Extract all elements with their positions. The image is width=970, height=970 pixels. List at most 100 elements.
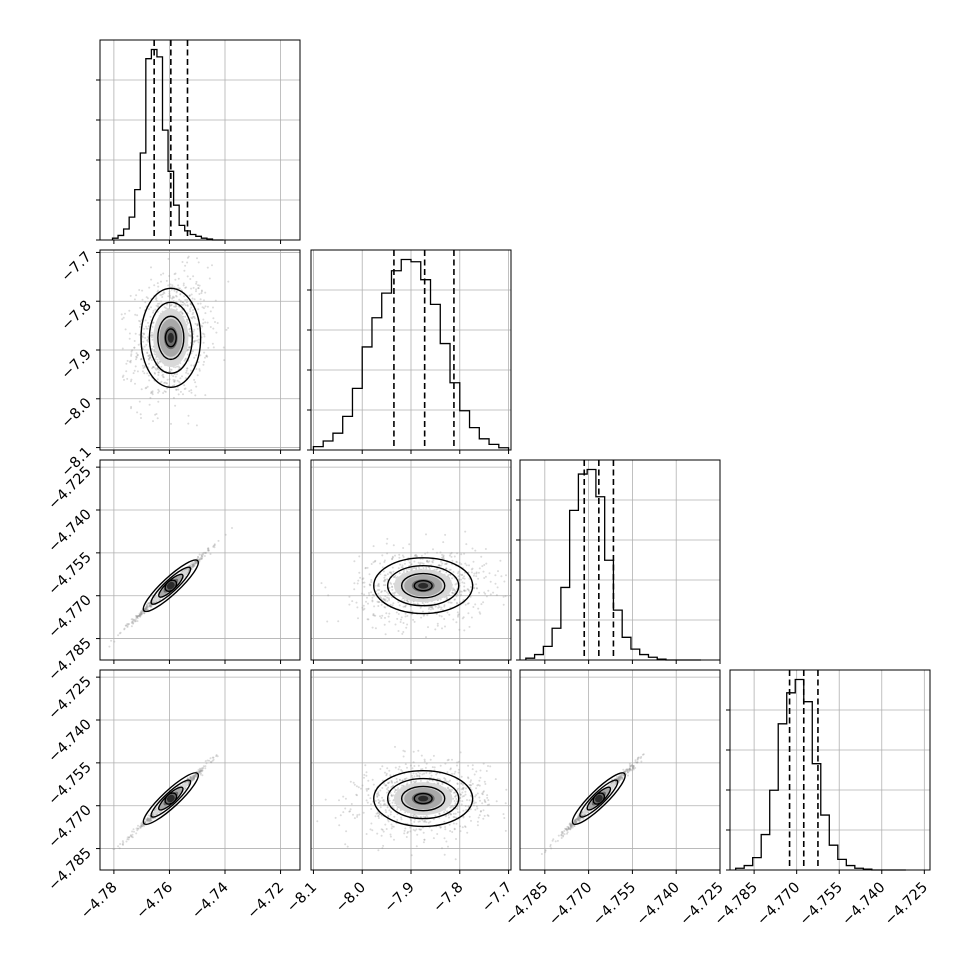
scatter-point — [485, 595, 488, 598]
scatter-point — [495, 800, 498, 803]
scatter-point — [204, 767, 207, 770]
scatter-point — [170, 288, 173, 291]
scatter-point — [386, 596, 389, 599]
scatter-point — [192, 333, 195, 335]
scatter-point — [172, 375, 175, 378]
scatter-point — [455, 561, 458, 564]
scatter-point — [452, 592, 455, 595]
scatter-point — [186, 298, 188, 301]
scatter-point — [186, 261, 189, 264]
scatter-point — [377, 582, 380, 585]
scatter-point — [144, 301, 147, 304]
scatter-point — [197, 261, 200, 264]
scatter-point — [136, 353, 139, 356]
scatter-point — [423, 758, 426, 761]
scatter-point — [122, 316, 125, 319]
scatter-point — [578, 820, 581, 823]
scatter-point — [475, 575, 478, 578]
scatter-point — [459, 590, 462, 593]
scatter-point — [344, 797, 347, 800]
scatter-point — [376, 794, 379, 797]
scatter-point — [461, 783, 464, 786]
scatter-point — [370, 579, 373, 581]
scatter-point — [204, 765, 207, 768]
scatter-point — [172, 300, 175, 303]
scatter-point — [170, 303, 173, 306]
scatter-point — [404, 615, 407, 618]
scatter-point — [148, 818, 151, 821]
density-blocks — [153, 569, 189, 603]
scatter-point — [174, 272, 177, 275]
scatter-point — [206, 321, 209, 324]
scatter-point — [203, 299, 205, 302]
scatter-point — [383, 580, 386, 583]
scatter-point — [334, 816, 337, 819]
scatter-point — [433, 766, 436, 769]
scatter-point — [458, 811, 461, 814]
scatter-point — [121, 376, 124, 378]
scatter-point — [369, 797, 372, 800]
scatter-point — [127, 623, 130, 626]
scatter-point — [391, 825, 394, 828]
scatter-point — [202, 553, 205, 556]
scatter-point — [426, 551, 429, 554]
scatter-point — [422, 614, 425, 617]
scatter-point — [370, 563, 373, 565]
scatter-point — [435, 773, 438, 776]
scatter-point — [472, 560, 475, 563]
scatter-point — [451, 804, 454, 807]
scatter-point — [134, 332, 137, 335]
scatter-point — [138, 333, 141, 336]
scatter-point — [188, 327, 191, 330]
scatter-point — [426, 559, 429, 562]
scatter-point — [469, 586, 472, 588]
scatter-point — [155, 356, 158, 359]
scatter-point — [395, 781, 398, 784]
scatter-point — [400, 816, 403, 819]
scatter-point — [177, 365, 180, 368]
scatter-point — [137, 343, 140, 346]
scatter-point — [357, 617, 359, 620]
scatter-point — [392, 544, 395, 547]
scatter-point — [503, 817, 506, 819]
scatter-point — [187, 334, 190, 337]
scatter-point — [351, 600, 354, 603]
scatter-point — [384, 584, 387, 587]
scatter-point — [471, 764, 474, 767]
scatter-point — [420, 554, 423, 557]
scatter-point — [455, 621, 458, 624]
scatter-point — [376, 812, 379, 815]
scatter-point — [371, 778, 374, 781]
scatter-point — [148, 355, 150, 357]
scatter-point — [126, 836, 129, 839]
scatter-point — [192, 564, 195, 567]
scatter-point — [478, 796, 481, 799]
scatter-point — [204, 394, 207, 397]
scatter-point — [139, 614, 142, 617]
scatter-point — [486, 814, 489, 817]
scatter-point — [197, 770, 200, 773]
scatter-point — [209, 757, 212, 760]
panel-r3-c2: −4.785−4.770−4.755−4.740−4.725 — [502, 669, 727, 929]
x-tick-label: −7.9 — [382, 880, 418, 916]
scatter-point — [188, 346, 191, 349]
scatter-point — [190, 776, 193, 779]
scatter-point — [360, 787, 362, 790]
scatter-point — [203, 333, 206, 336]
scatter-point — [438, 614, 441, 617]
scatter-point — [419, 563, 421, 566]
panel-r1-c1 — [307, 249, 512, 454]
scatter-point — [168, 378, 171, 381]
scatter-point — [192, 564, 195, 567]
scatter-point — [194, 562, 197, 565]
scatter-point — [192, 565, 194, 567]
scatter-point — [448, 593, 450, 596]
scatter-point — [363, 593, 366, 596]
scatter-point — [404, 604, 407, 607]
scatter-point — [469, 595, 472, 598]
scatter-point — [353, 582, 356, 585]
scatter-point — [384, 578, 387, 581]
y-tick-label: −8.0 — [59, 395, 95, 431]
scatter-point — [386, 573, 389, 576]
scatter-point — [460, 553, 463, 556]
